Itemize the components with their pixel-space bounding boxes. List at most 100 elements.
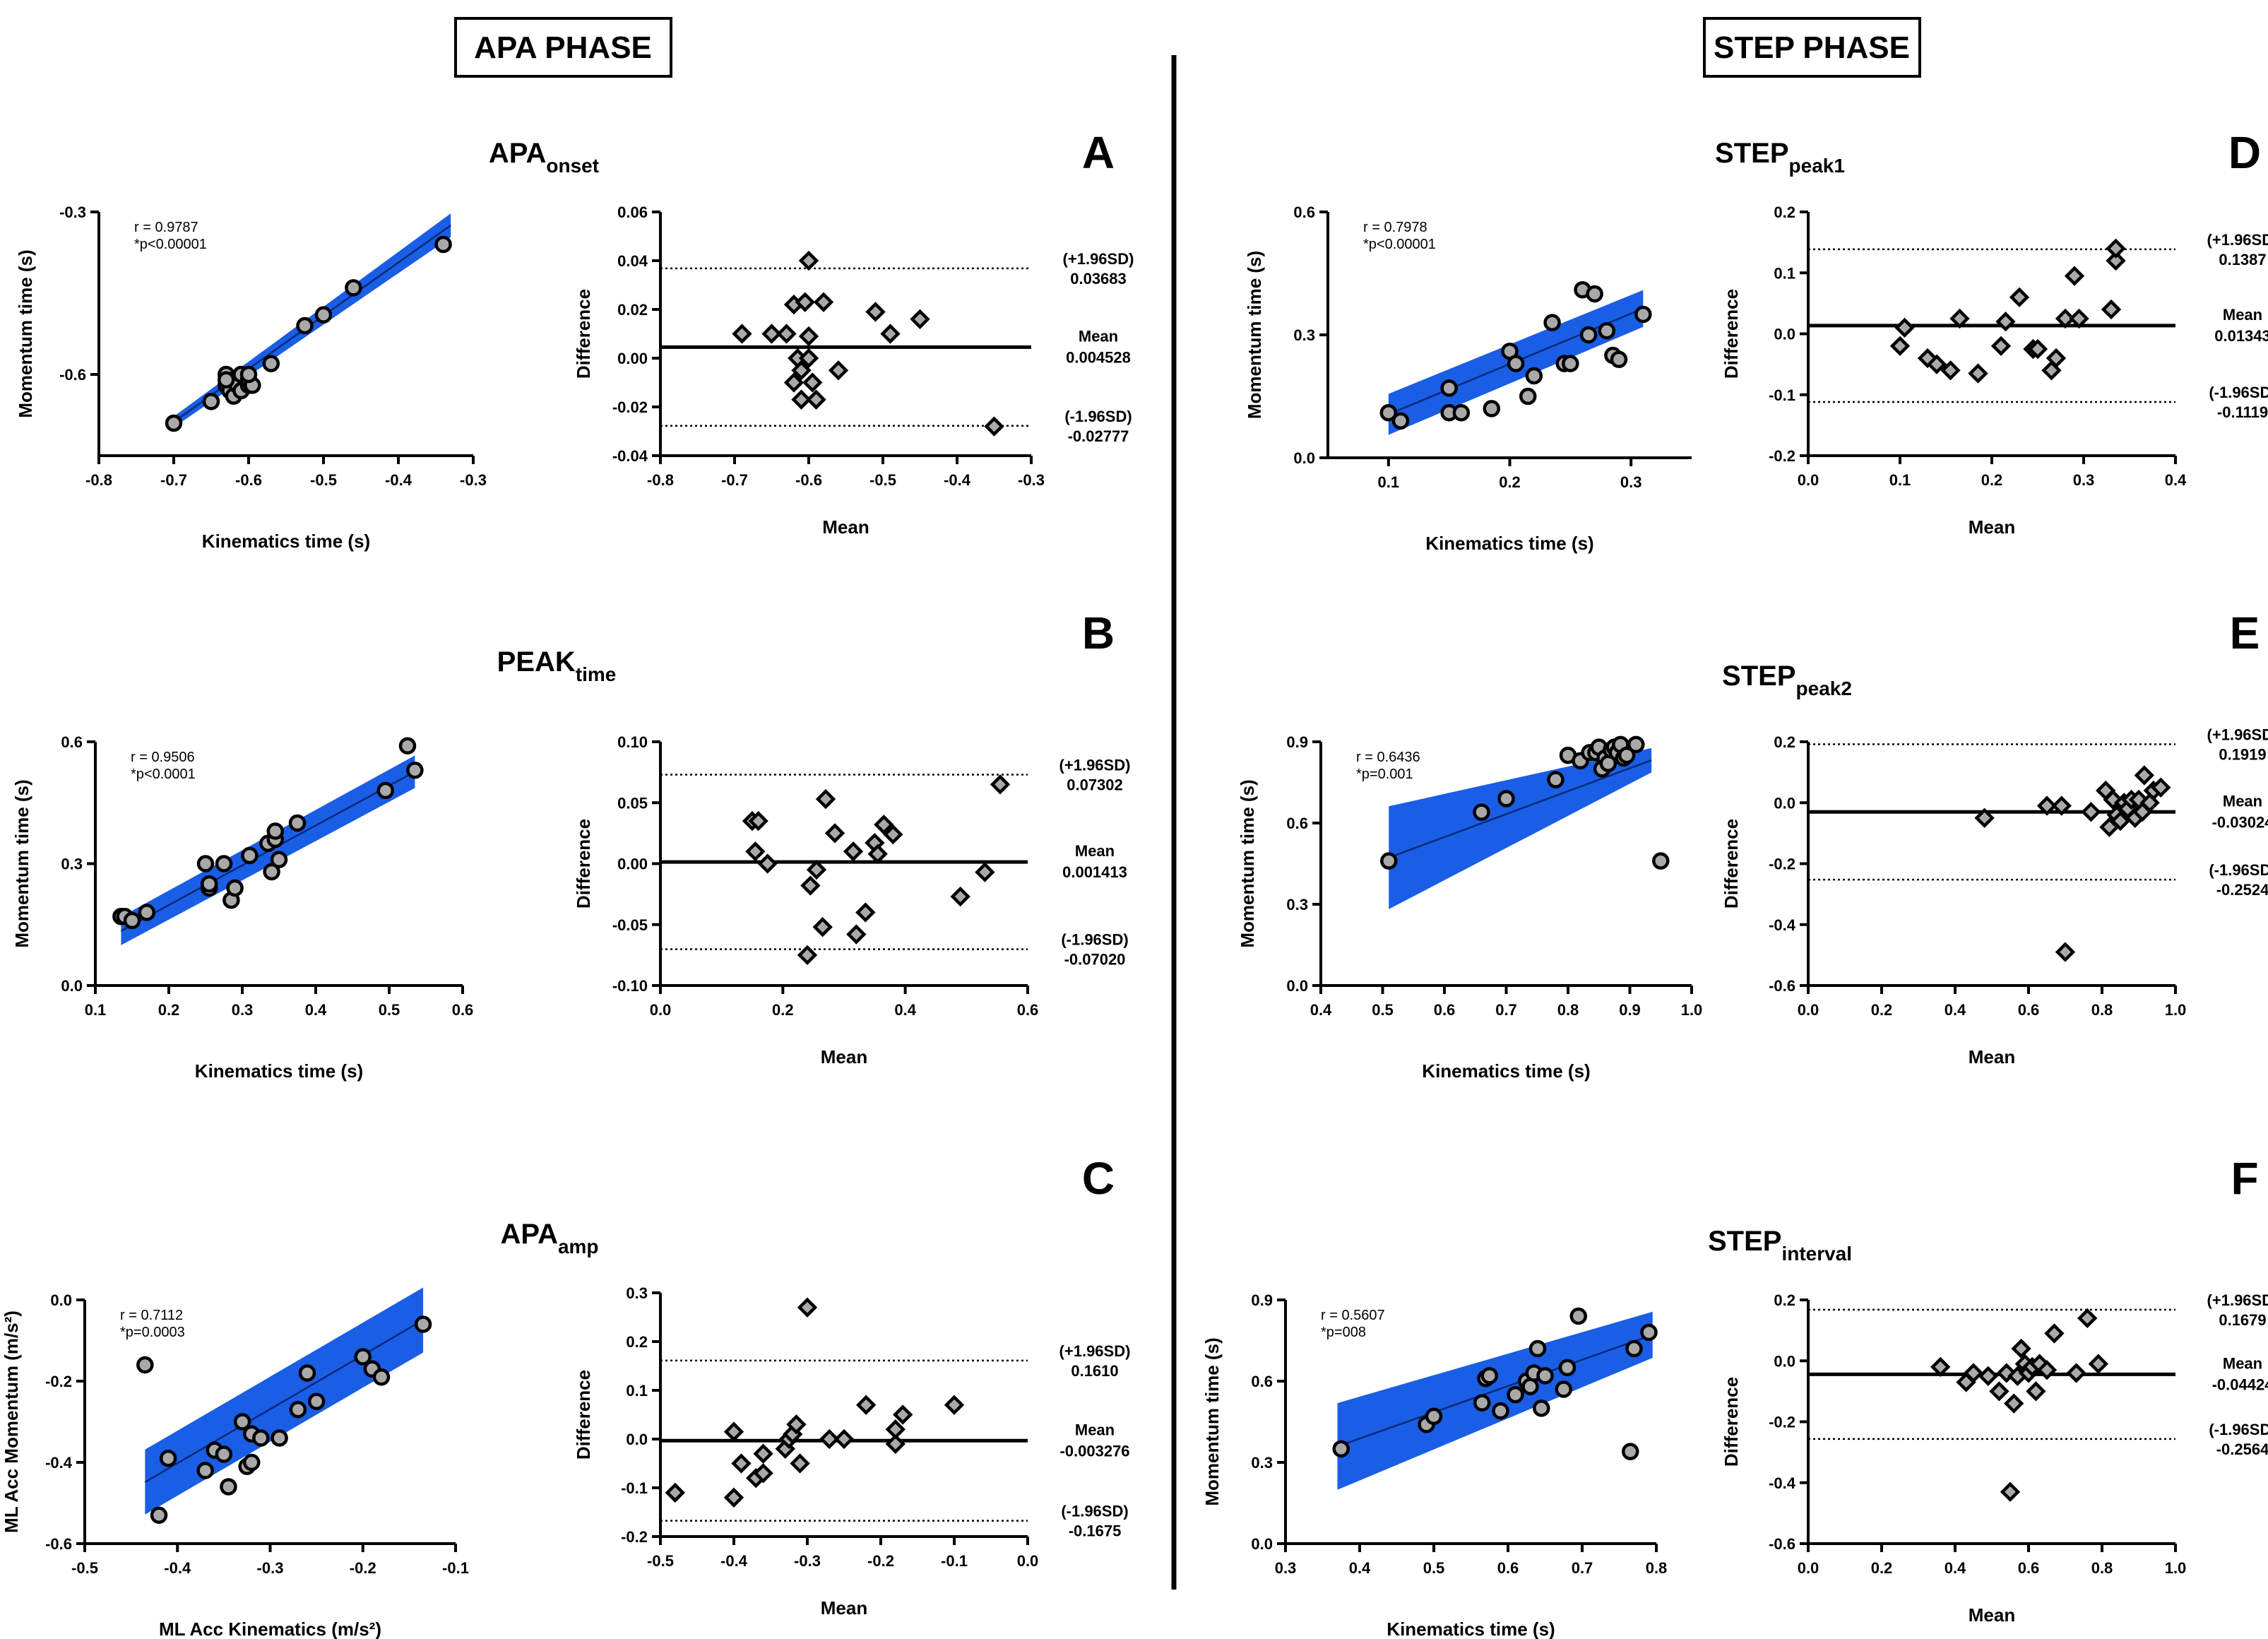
step-phase-label: STEP PHASE	[1714, 30, 1910, 65]
data-point	[1543, 314, 1561, 331]
upper-limit-value: 0.1679	[2219, 1311, 2266, 1329]
data-point	[1380, 852, 1398, 870]
chart-B-bland-altman: 0.0 0.2 0.4 0.6 -0.10 -0.05 0.00 0.05 0.10 Mean Di…	[573, 733, 1130, 1067]
data-point	[2000, 1481, 2021, 1502]
x-tick-label: -0.5	[310, 471, 337, 489]
data-point	[791, 360, 812, 381]
upper-limit-title: (+1.96SD)	[1059, 1342, 1131, 1360]
data-point	[786, 1414, 807, 1435]
y-tick-label: 0.2	[626, 1333, 648, 1351]
data-point	[975, 862, 995, 882]
x-tick-label: 0.4	[1945, 1001, 1966, 1019]
data-point	[1652, 852, 1670, 870]
data-point	[1497, 790, 1515, 807]
panel-letter: A	[1082, 127, 1115, 178]
data-point	[1963, 1363, 1984, 1383]
x-axis-title: Kinematics time (s)	[202, 531, 370, 552]
x-tick-label: 0.0	[1017, 1552, 1039, 1570]
data-point	[1483, 400, 1500, 418]
stat-p: *p<0.00001	[134, 237, 207, 252]
data-point	[271, 1429, 288, 1447]
data-point	[812, 917, 833, 937]
data-point	[138, 904, 156, 921]
x-tick-label: -0.2	[867, 1552, 894, 1570]
x-tick-label: 0.4	[2165, 471, 2187, 489]
data-point	[1627, 735, 1645, 754]
x-tick-label: -0.1	[442, 1559, 469, 1577]
data-point	[2066, 1363, 2086, 1383]
chart-E-bland-altman: 0.0 0.2 0.4 0.6 0.8 1.0 -0.6 -0.4 -0.2 0.0 0.2 Mean…	[1721, 726, 2268, 1067]
data-point	[802, 372, 823, 393]
y-axis-title: Difference	[1721, 819, 1742, 909]
x-axis-title: Mean	[821, 1046, 867, 1067]
panel-title: STEPpeak1	[1715, 138, 1845, 177]
x-axis-title: Kinematics time (s)	[1387, 1619, 1555, 1639]
y-tick-label: 0.3	[626, 1284, 648, 1302]
data-point	[262, 355, 280, 372]
chart-F-scatter: 0.3 0.4 0.5 0.6 0.7 0.80.00.30.60.9Kinematics…	[1201, 1153, 2259, 1639]
y-axis-title: Difference	[573, 289, 594, 379]
regression-line	[1337, 1334, 1653, 1448]
x-tick-label: -0.3	[794, 1552, 821, 1570]
data-point	[434, 235, 452, 254]
x-tick-label: 0.3	[1275, 1559, 1297, 1577]
data-point	[2077, 1308, 2098, 1329]
panel-title: APAamp	[500, 1219, 598, 1258]
data-point	[797, 1297, 818, 1318]
mean-value: 0.004528	[1066, 348, 1131, 366]
lower-limit-title: (-1.96SD)	[2209, 861, 2268, 879]
upper-limit-value: 0.1919	[2219, 745, 2266, 763]
y-tick-label: 0.1	[1774, 264, 1795, 282]
panel-title: PEAKtime	[497, 646, 617, 685]
data-point	[345, 279, 362, 297]
data-point	[270, 851, 288, 868]
data-point	[885, 1433, 906, 1455]
y-tick-label: -0.4	[1769, 1474, 1796, 1492]
upper-limit-title: (+1.96SD)	[2207, 231, 2268, 249]
data-point	[2036, 795, 2058, 816]
data-point	[2051, 795, 2072, 816]
data-point	[136, 1356, 154, 1374]
data-point	[2046, 348, 2067, 369]
data-point	[1974, 807, 1995, 828]
upper-limit-value: 0.1387	[2219, 251, 2266, 268]
data-point	[1558, 1359, 1577, 1377]
y-tick-label: 0.02	[617, 301, 648, 319]
lower-limit-value: -0.2524	[2216, 881, 2268, 899]
data-point	[665, 1482, 685, 1503]
y-axis-title: ML Acc Momentum (m/s²)	[1, 1310, 22, 1533]
x-tick-label: 0.1	[1378, 473, 1400, 491]
y-tick-label: -0.02	[612, 398, 648, 416]
data-point	[165, 414, 183, 432]
data-point	[745, 841, 766, 862]
y-tick-label: 0.6	[1251, 1373, 1273, 1390]
data-point	[252, 1429, 270, 1447]
x-tick-label: -0.7	[721, 471, 748, 489]
chart-B-scatter: 0.1 0.2 0.3 0.4 0.5 0.6 0.0 0.3 0.6 Kinematics ti…	[11, 608, 1115, 1082]
panel-title: STEPpeak2	[1722, 661, 1852, 699]
data-point	[1528, 1339, 1547, 1358]
y-tick-label: -0.2	[1769, 447, 1795, 465]
y-tick-label: -0.6	[1769, 1535, 1795, 1553]
x-tick-label: -0.1	[941, 1552, 968, 1570]
x-tick-label: -0.6	[795, 471, 822, 489]
data-point	[1379, 403, 1398, 422]
data-point	[1989, 1381, 2009, 1402]
y-tick-label: 0.6	[61, 733, 83, 751]
lower-limit-title: (-1.96SD)	[1064, 408, 1132, 425]
data-point	[798, 348, 819, 369]
data-point	[226, 879, 244, 897]
data-point	[1533, 1400, 1550, 1417]
data-point	[263, 863, 280, 881]
data-point	[1586, 285, 1603, 303]
y-tick-label: 0.0	[626, 1431, 648, 1448]
x-tick-label: 0.2	[1871, 1559, 1893, 1577]
stat-p: *p<0.0001	[131, 767, 196, 782]
apa-phase-box	[454, 17, 672, 78]
data-point	[1569, 1307, 1587, 1325]
data-point	[2055, 942, 2076, 962]
x-tick-label: -0.3	[257, 1559, 284, 1577]
data-point	[791, 389, 812, 410]
data-point	[2134, 765, 2154, 786]
data-point	[239, 365, 258, 384]
